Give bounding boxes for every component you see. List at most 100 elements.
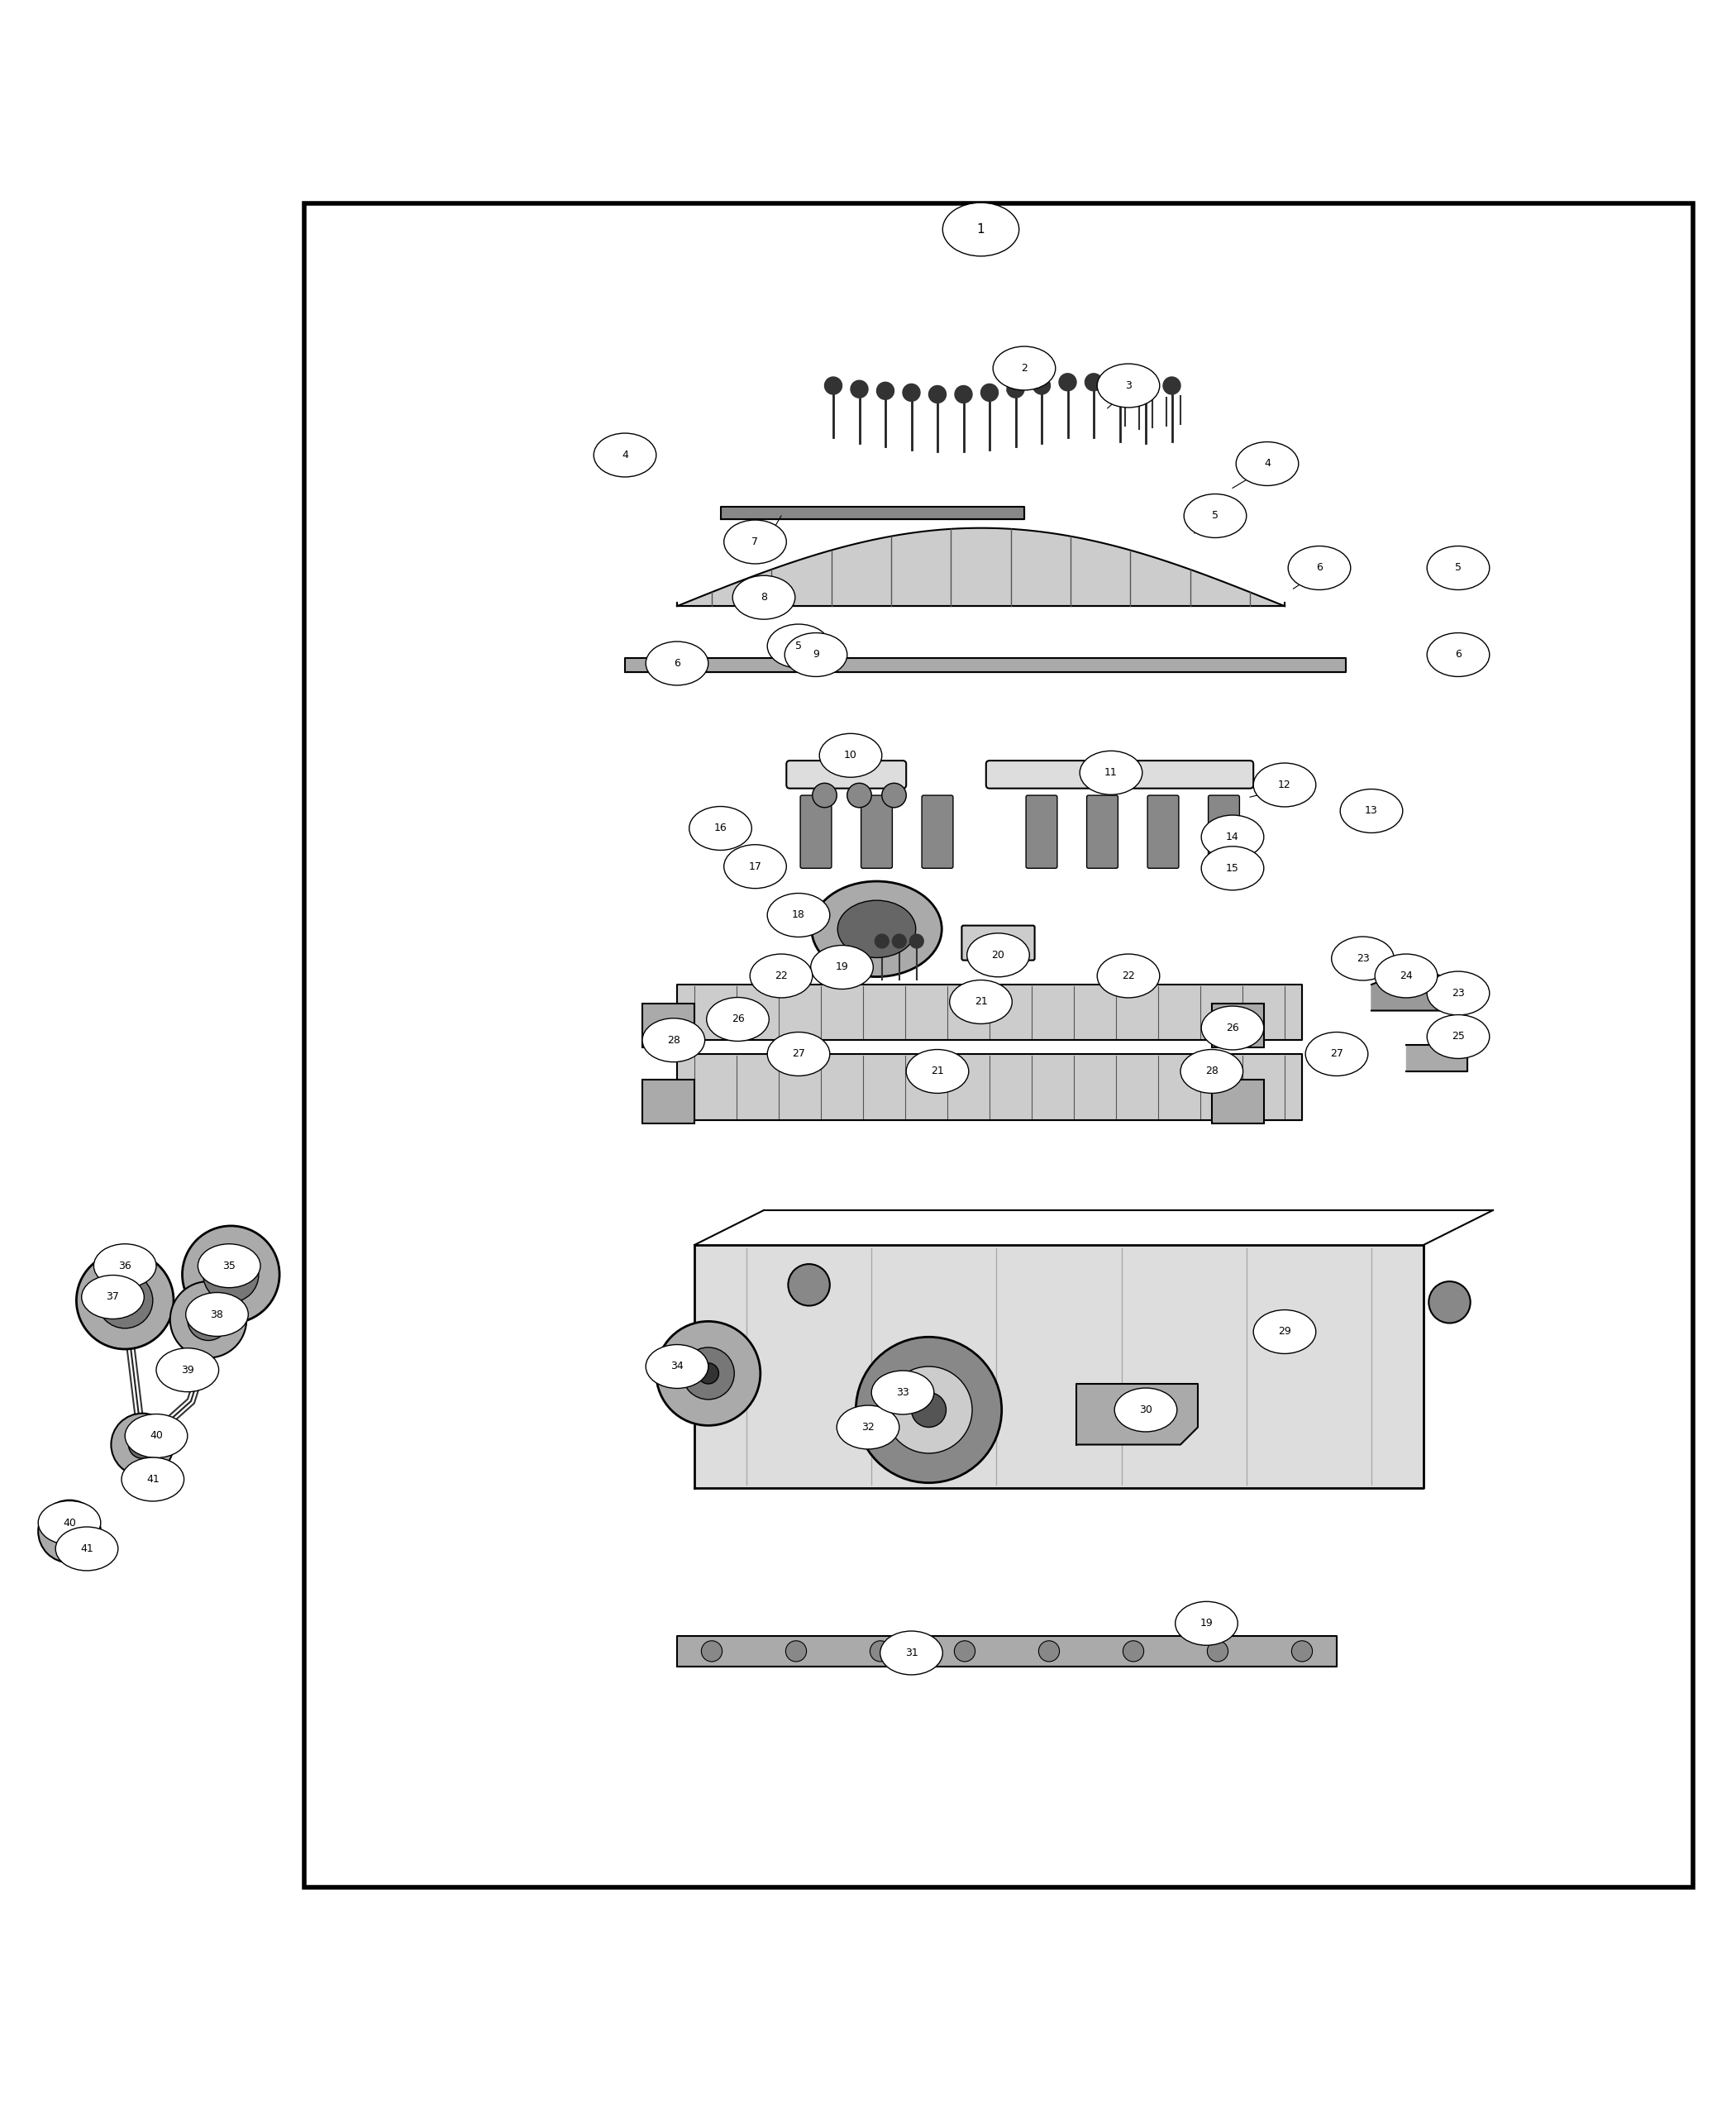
Ellipse shape bbox=[811, 944, 873, 989]
Text: 19: 19 bbox=[835, 961, 849, 972]
Text: 7: 7 bbox=[752, 538, 759, 548]
Circle shape bbox=[955, 386, 972, 403]
FancyBboxPatch shape bbox=[642, 1003, 694, 1048]
Circle shape bbox=[1123, 1640, 1144, 1661]
Text: 32: 32 bbox=[861, 1423, 875, 1433]
Circle shape bbox=[875, 934, 889, 949]
Text: 38: 38 bbox=[210, 1309, 224, 1320]
FancyBboxPatch shape bbox=[642, 1079, 694, 1124]
Text: 28: 28 bbox=[1205, 1067, 1219, 1077]
FancyBboxPatch shape bbox=[922, 795, 953, 868]
Ellipse shape bbox=[125, 1414, 187, 1459]
Circle shape bbox=[851, 379, 868, 398]
Polygon shape bbox=[677, 1054, 1302, 1119]
Text: 24: 24 bbox=[1399, 970, 1413, 980]
Text: 8: 8 bbox=[760, 592, 767, 603]
Circle shape bbox=[981, 384, 998, 401]
Polygon shape bbox=[1406, 1046, 1467, 1071]
Text: 25: 25 bbox=[1451, 1031, 1465, 1041]
Ellipse shape bbox=[1427, 546, 1489, 590]
Circle shape bbox=[1059, 373, 1076, 390]
Polygon shape bbox=[1371, 970, 1441, 1010]
Circle shape bbox=[786, 1640, 807, 1661]
FancyBboxPatch shape bbox=[962, 925, 1035, 961]
Text: 22: 22 bbox=[1121, 970, 1135, 980]
Ellipse shape bbox=[837, 1406, 899, 1448]
Circle shape bbox=[903, 384, 920, 401]
FancyBboxPatch shape bbox=[1087, 795, 1118, 868]
Text: 5: 5 bbox=[1455, 563, 1462, 573]
Ellipse shape bbox=[943, 202, 1019, 257]
Circle shape bbox=[1085, 373, 1102, 390]
Circle shape bbox=[1038, 1640, 1059, 1661]
Text: 11: 11 bbox=[1104, 767, 1118, 778]
Ellipse shape bbox=[1184, 493, 1246, 538]
Circle shape bbox=[882, 784, 906, 807]
Ellipse shape bbox=[1253, 1309, 1316, 1353]
Polygon shape bbox=[1076, 1383, 1198, 1444]
Circle shape bbox=[76, 1252, 174, 1349]
Ellipse shape bbox=[724, 521, 786, 563]
Text: 23: 23 bbox=[1356, 953, 1370, 963]
Circle shape bbox=[825, 377, 842, 394]
Text: 37: 37 bbox=[106, 1292, 120, 1303]
Text: 9: 9 bbox=[812, 649, 819, 660]
Ellipse shape bbox=[950, 980, 1012, 1024]
Ellipse shape bbox=[1375, 955, 1437, 997]
Text: 3: 3 bbox=[1125, 379, 1132, 390]
Ellipse shape bbox=[594, 434, 656, 476]
Text: 26: 26 bbox=[731, 1014, 745, 1024]
Circle shape bbox=[885, 1366, 972, 1452]
Circle shape bbox=[929, 386, 946, 403]
FancyBboxPatch shape bbox=[786, 761, 906, 788]
Text: 26: 26 bbox=[1226, 1022, 1240, 1033]
Ellipse shape bbox=[186, 1292, 248, 1336]
Text: 13: 13 bbox=[1364, 805, 1378, 816]
Ellipse shape bbox=[837, 900, 917, 957]
Text: 30: 30 bbox=[1139, 1404, 1153, 1414]
Ellipse shape bbox=[906, 1050, 969, 1094]
Text: 12: 12 bbox=[1278, 780, 1292, 790]
Text: 22: 22 bbox=[774, 970, 788, 980]
FancyBboxPatch shape bbox=[1212, 1003, 1264, 1048]
Ellipse shape bbox=[1097, 365, 1160, 407]
Circle shape bbox=[698, 1364, 719, 1383]
Text: 40: 40 bbox=[62, 1518, 76, 1528]
Text: 14: 14 bbox=[1226, 833, 1240, 843]
Circle shape bbox=[788, 1265, 830, 1305]
Text: 21: 21 bbox=[930, 1067, 944, 1077]
Text: 20: 20 bbox=[991, 951, 1005, 961]
Circle shape bbox=[1207, 1640, 1227, 1661]
Text: 6: 6 bbox=[1455, 649, 1462, 660]
Ellipse shape bbox=[1201, 847, 1264, 890]
Ellipse shape bbox=[1175, 1602, 1238, 1644]
Ellipse shape bbox=[812, 881, 941, 976]
Text: 21: 21 bbox=[974, 997, 988, 1008]
Ellipse shape bbox=[1115, 1387, 1177, 1431]
Ellipse shape bbox=[689, 807, 752, 850]
Circle shape bbox=[1429, 1282, 1470, 1324]
Text: 18: 18 bbox=[792, 911, 806, 921]
Ellipse shape bbox=[1253, 763, 1316, 807]
Ellipse shape bbox=[767, 1033, 830, 1075]
Ellipse shape bbox=[642, 1018, 705, 1062]
Circle shape bbox=[38, 1501, 101, 1562]
Text: 29: 29 bbox=[1278, 1326, 1292, 1336]
Ellipse shape bbox=[767, 624, 830, 668]
Circle shape bbox=[1292, 1640, 1312, 1661]
Text: 41: 41 bbox=[146, 1473, 160, 1484]
Text: 35: 35 bbox=[222, 1261, 236, 1271]
Text: 4: 4 bbox=[621, 449, 628, 460]
Text: 41: 41 bbox=[80, 1543, 94, 1554]
Text: 28: 28 bbox=[667, 1035, 681, 1046]
Ellipse shape bbox=[1201, 1006, 1264, 1050]
Circle shape bbox=[701, 1640, 722, 1661]
Ellipse shape bbox=[1097, 955, 1160, 997]
Text: 5: 5 bbox=[795, 641, 802, 651]
Ellipse shape bbox=[82, 1275, 144, 1320]
Ellipse shape bbox=[724, 845, 786, 887]
Circle shape bbox=[910, 934, 924, 949]
Text: 6: 6 bbox=[674, 658, 681, 668]
Ellipse shape bbox=[1340, 788, 1403, 833]
Text: 16: 16 bbox=[713, 822, 727, 833]
